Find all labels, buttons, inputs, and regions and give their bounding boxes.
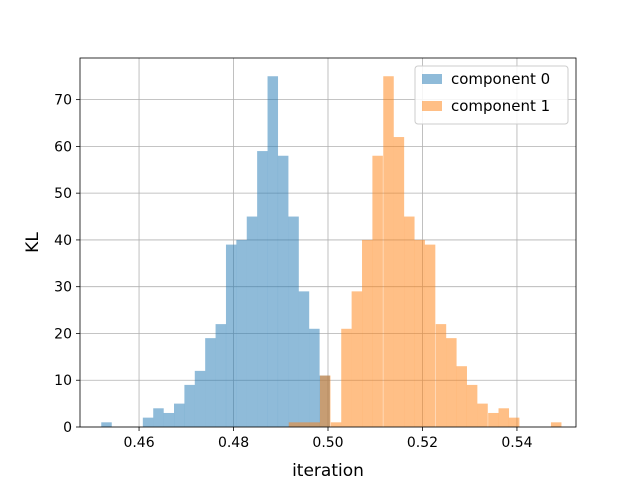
- series-0-bar: [257, 151, 268, 428]
- legend-label-1: component 1: [451, 97, 550, 115]
- series-0-bar: [309, 328, 320, 427]
- series-0-bar: [277, 155, 289, 428]
- series-0-bar: [184, 384, 195, 427]
- series-1-bar: [309, 422, 321, 427]
- series-0-bar: [225, 244, 237, 427]
- x-axis-label: iteration: [292, 461, 364, 480]
- series-1-bar: [351, 291, 363, 427]
- series-0-bar: [163, 412, 175, 427]
- series-1-bar: [466, 384, 478, 427]
- series-1-bar: [330, 422, 342, 427]
- series-1-bar: [477, 403, 488, 427]
- legend-box: [414, 65, 569, 125]
- series-1-bar: [393, 137, 405, 427]
- x-tick-label: 0.46: [123, 435, 154, 451]
- series-0-bar: [298, 291, 310, 427]
- legend-swatch-0: [422, 74, 442, 84]
- series-0-bar: [194, 370, 206, 427]
- series-1-bar: [446, 338, 457, 427]
- series-1-bar: [372, 155, 383, 428]
- y-tick-label: 20: [54, 326, 72, 342]
- y-tick-label: 30: [54, 280, 72, 296]
- histogram-bars: [101, 76, 562, 428]
- legend-label-0: component 0: [451, 70, 550, 88]
- series-1-bar: [498, 408, 510, 427]
- series-1-bar: [424, 244, 436, 427]
- series-1-bar: [414, 239, 425, 427]
- grid-lines: [80, 58, 576, 428]
- legend-swatch-1: [422, 101, 442, 111]
- series-0-bar: [142, 417, 154, 427]
- y-axis-label: KL: [23, 232, 43, 253]
- series-0-bar: [215, 324, 227, 427]
- series-1-bar: [383, 76, 394, 428]
- x-tick-label: 0.48: [218, 435, 249, 451]
- series-1-bar: [299, 422, 310, 427]
- series-1-bar: [508, 417, 520, 427]
- y-tick-label: 60: [54, 139, 72, 155]
- series-1-bar: [319, 375, 331, 427]
- series-0-bar: [205, 338, 216, 427]
- series-1-bar: [488, 412, 499, 427]
- series-1-bar: [435, 324, 447, 427]
- series-1-bar: [362, 239, 373, 427]
- y-tick-label: 70: [54, 93, 72, 109]
- x-axis-ticks: 0.46 0.48 0.50 0.52 0.54: [123, 427, 533, 451]
- y-tick-label: 50: [54, 186, 72, 202]
- y-tick-label: 40: [54, 233, 72, 249]
- series-1-bar: [456, 366, 467, 427]
- series-1-bar: [288, 422, 300, 427]
- series-0-bar: [267, 76, 279, 428]
- series-1-bar: [404, 216, 415, 427]
- series-0-bar: [288, 216, 299, 427]
- x-tick-label: 0.50: [312, 435, 343, 451]
- series-0-bar: [174, 403, 185, 427]
- series-0-bar: [246, 216, 258, 427]
- y-axis-ticks: 0 10 20 30 40 50 60 70: [54, 93, 80, 436]
- series-0-bar: [236, 239, 247, 427]
- x-tick-label: 0.54: [501, 435, 532, 451]
- series-1-bar: [341, 328, 352, 427]
- series-0-bar: [153, 408, 164, 427]
- x-tick-label: 0.52: [407, 435, 438, 451]
- legend: component 0 component 1: [414, 65, 569, 125]
- y-tick-label: 10: [54, 373, 72, 389]
- series-0-bar: [101, 422, 112, 427]
- series-1-bar: [550, 422, 562, 427]
- y-tick-label: 0: [63, 420, 72, 436]
